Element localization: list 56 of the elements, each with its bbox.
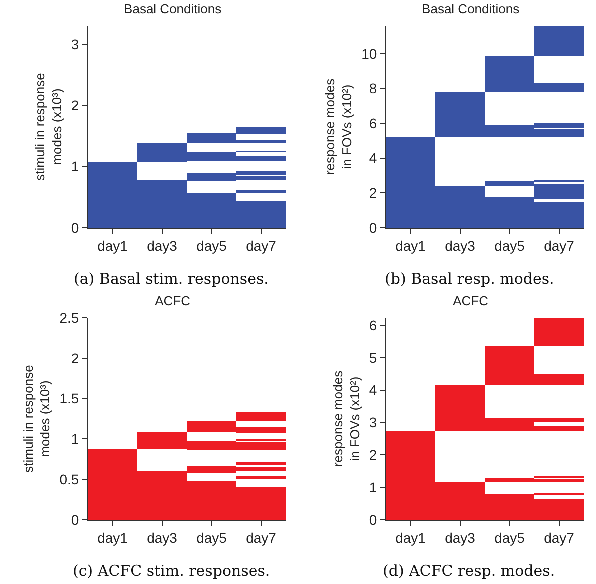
y-tick-label: 6 xyxy=(369,317,378,334)
x-tick-label: day7 xyxy=(246,530,277,546)
x-tick-label: day1 xyxy=(396,530,426,546)
y-tick-label: 2 xyxy=(369,185,378,202)
y-tick-label: 0 xyxy=(369,512,378,528)
bar xyxy=(236,412,286,422)
chart-title: ACFC xyxy=(453,293,489,308)
x-tick-label: day3 xyxy=(445,530,476,546)
chart-title: ACFC xyxy=(155,293,191,308)
x-tick-label: day5 xyxy=(494,530,526,546)
y-tick-label: 8 xyxy=(369,80,378,97)
x-tick-label: day5 xyxy=(494,238,526,254)
y-tick-label: 2.5 xyxy=(60,310,80,326)
y-tick-label: 1 xyxy=(71,431,80,448)
x-tick-label: day7 xyxy=(544,530,575,546)
y-tick-label: 2 xyxy=(369,447,378,464)
y-tick-label: 0 xyxy=(369,220,378,236)
x-tick-label: day1 xyxy=(396,238,426,254)
y-axis-title: stimuli in response modes (x10³) xyxy=(32,73,64,181)
y-tick-label: 2 xyxy=(71,350,80,366)
y-tick-label: 6 xyxy=(369,115,378,132)
y-tick-label: 1 xyxy=(369,479,378,496)
text: (b) Basal resp. modes. xyxy=(385,270,554,288)
y-tick-label: 2 xyxy=(71,97,80,114)
chart-title: Basal Conditions xyxy=(422,1,520,16)
y-axis-title: response modes in FOVs (x10²) xyxy=(322,78,355,176)
x-tick-label: day3 xyxy=(147,238,178,254)
x-tick-label: day1 xyxy=(98,530,128,546)
x-tick-label: day5 xyxy=(196,530,228,546)
x-tick-label: day7 xyxy=(246,238,277,254)
x-tick-label: day7 xyxy=(544,238,575,254)
x-tick-label: day5 xyxy=(196,238,228,254)
text: (d) ACFC resp. modes. xyxy=(383,562,556,580)
y-tick-label: 5 xyxy=(369,350,378,366)
y-tick-label: 3 xyxy=(71,36,80,52)
y-tick-label: 4 xyxy=(369,382,378,398)
text: (a) Basal stim. responses. xyxy=(74,270,269,288)
y-tick-label: 1.5 xyxy=(60,390,80,407)
y-tick-label: 1 xyxy=(71,158,80,175)
y-tick-label: 0.5 xyxy=(60,472,80,488)
x-tick-label: day1 xyxy=(98,238,128,254)
x-tick-label: day3 xyxy=(147,530,178,546)
bar xyxy=(236,462,286,466)
text: (c) ACFC stim. responses. xyxy=(73,562,270,580)
bar xyxy=(236,476,286,480)
y-tick-label: 0 xyxy=(71,512,80,528)
x-tick-label: day3 xyxy=(445,238,476,254)
y-axis-title: stimuli in response modes (x10³) xyxy=(20,365,53,473)
y-axis-title: response modes in FOVs (x10²) xyxy=(330,370,362,468)
chart-title: Basal Conditions xyxy=(124,1,222,16)
y-tick-label: 0 xyxy=(71,220,80,236)
bar xyxy=(534,318,584,347)
y-tick-label: 10 xyxy=(362,46,378,62)
y-tick-label: 4 xyxy=(369,150,378,166)
y-tick-label: 3 xyxy=(369,414,378,431)
bar xyxy=(534,26,584,56)
